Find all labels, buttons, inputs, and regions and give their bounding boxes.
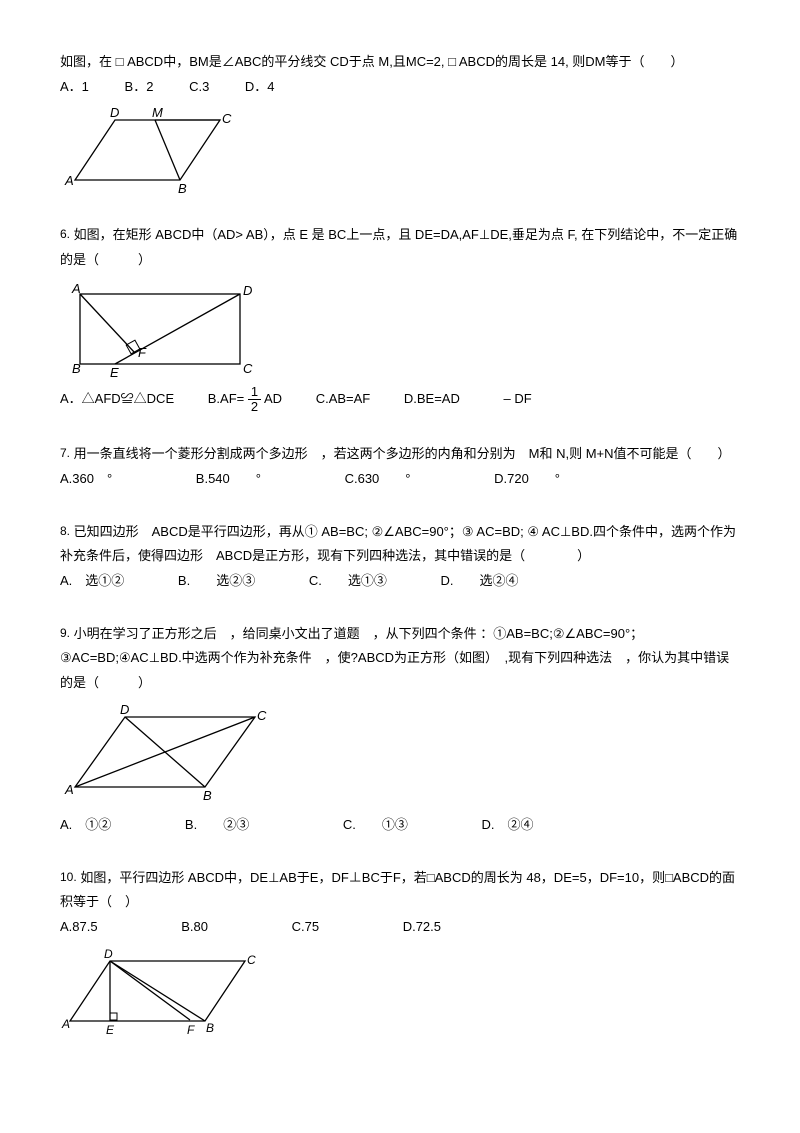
q7-options: A.360 ° B.540 ° C.630 ° D.720 ° — [60, 467, 740, 492]
fraction-half: 1 2 — [248, 385, 261, 415]
svg-text:M: M — [152, 105, 163, 120]
svg-text:A: A — [64, 173, 74, 188]
q9-figure: D C A B — [60, 702, 270, 807]
svg-text:D: D — [104, 947, 113, 961]
svg-text:E: E — [106, 1023, 115, 1037]
q6-optD: D.BE=AD — [404, 387, 460, 412]
question-9: 9. 小明在学习了正方形之后 ，给同桌小文出了道题 ，从下列四个条件 ：①AB=… — [60, 622, 740, 838]
q10-optD: D.72.5 — [403, 915, 441, 940]
question-7: 7. 用一条直线将一个菱形分割成两个多边形 ，若这两个多边形的内角和分别为 M和… — [60, 442, 740, 491]
svg-text:B: B — [206, 1021, 214, 1035]
q5-figure: D M C A B — [60, 105, 240, 195]
svg-text:C: C — [257, 708, 267, 723]
q10-optC: C.75 — [292, 915, 319, 940]
svg-text:A: A — [61, 1017, 70, 1031]
svg-text:C: C — [247, 953, 256, 967]
svg-text:D: D — [120, 702, 129, 717]
svg-text:B: B — [178, 181, 187, 195]
question-6: 6. 如图，在矩形 ABCD中（AD> AB），点 E 是 BC上一点，且 DE… — [60, 223, 740, 414]
q9-text: 9. 小明在学习了正方形之后 ，给同桌小文出了道题 ，从下列四个条件 ：①AB=… — [60, 622, 740, 696]
q5-options: A．1 B．2 C.3 D．4 — [60, 75, 740, 100]
question-8: 8. 已知四边形 ABCD是平行四边形，再从① AB=BC; ②∠ABC=90°… — [60, 520, 740, 594]
q7-body: 用一条直线将一个菱形分割成两个多边形 ，若这两个多边形的内角和分别为 M和 N,… — [74, 446, 731, 461]
q5-text: 如图，在 □ ABCD中，BM是∠ABC的平分线交 CD于点 M,且MC=2, … — [60, 50, 740, 75]
q8-options: A. 选①② B. 选②③ C. 选①③ D. 选②④ — [60, 569, 740, 594]
svg-text:C: C — [243, 361, 253, 376]
q10-optA: A.87.5 — [60, 915, 98, 940]
svg-text:F: F — [187, 1023, 195, 1037]
svg-text:C: C — [222, 111, 232, 126]
q6-options: A．△AFD≌△DCE B.AF= 1 2 AD C.AB=AF D.BE=AD… — [60, 385, 740, 415]
q7-optB: B.540 ° — [196, 467, 261, 492]
q7-num: 7. — [60, 446, 70, 460]
svg-text:D: D — [110, 105, 119, 120]
q10-optB: B.80 — [181, 915, 208, 940]
q5-optA: A．1 — [60, 75, 89, 100]
q9-optD: D. ②④ — [481, 813, 533, 838]
q8-optA: A. 选①② — [60, 569, 124, 594]
q9-optA: A. ①② — [60, 813, 111, 838]
question-5: 如图，在 □ ABCD中，BM是∠ABC的平分线交 CD于点 M,且MC=2, … — [60, 50, 740, 195]
q9-body: 小明在学习了正方形之后 ，给同桌小文出了道题 ，从下列四个条件 ：①AB=BC;… — [60, 626, 729, 690]
q6-optC: C.AB=AF — [316, 387, 371, 412]
q6-optA: A．△AFD≌△DCE — [60, 387, 174, 412]
svg-text:A: A — [71, 281, 81, 296]
q6-text: 6. 如图，在矩形 ABCD中（AD> AB），点 E 是 BC上一点，且 DE… — [60, 223, 740, 272]
q7-optD: D.720 ° — [494, 467, 560, 492]
q8-num: 8. — [60, 524, 70, 538]
q10-body: 如图，平行四边形 ABCD中，DE⊥AB于E，DF⊥BC于F，若□ABCD的周长… — [60, 870, 735, 910]
q8-optB: B. 选②③ — [178, 569, 255, 594]
question-10: 10. 如图，平行四边形 ABCD中，DE⊥AB于E，DF⊥BC于F，若□ABC… — [60, 866, 740, 1041]
q10-options: A.87.5 B.80 C.75 D.72.5 — [60, 915, 740, 940]
svg-text:B: B — [203, 788, 212, 803]
q9-optC: C. ①③ — [343, 813, 408, 838]
q6-optD-ext: – DF — [504, 387, 532, 412]
q10-figure: D C A E F B — [60, 946, 260, 1041]
q8-optC: C. 选①③ — [309, 569, 387, 594]
svg-text:B: B — [72, 361, 81, 376]
q7-optA: A.360 ° — [60, 467, 112, 492]
q8-body: 已知四边形 ABCD是平行四边形，再从① AB=BC; ②∠ABC=90°；③ … — [60, 524, 736, 564]
svg-text:D: D — [243, 283, 252, 298]
q5-optB: B．2 — [125, 75, 154, 100]
q5-optD: D．4 — [245, 75, 275, 100]
q6-body: 如图，在矩形 ABCD中（AD> AB），点 E 是 BC上一点，且 DE=DA… — [60, 227, 737, 267]
q7-text: 7. 用一条直线将一个菱形分割成两个多边形 ，若这两个多边形的内角和分别为 M和… — [60, 442, 740, 467]
q8-optD: D. 选②④ — [440, 569, 518, 594]
svg-text:A: A — [64, 782, 74, 797]
svg-text:F: F — [138, 345, 147, 360]
q9-options: A. ①② B. ②③ C. ①③ D. ②④ — [60, 813, 740, 838]
q10-num: 10. — [60, 870, 77, 884]
q8-text: 8. 已知四边形 ABCD是平行四边形，再从① AB=BC; ②∠ABC=90°… — [60, 520, 740, 569]
q7-optC: C.630 ° — [345, 467, 411, 492]
q9-num: 9. — [60, 626, 70, 640]
svg-text:E: E — [110, 365, 119, 379]
q6-optB: B.AF= 1 2 AD — [208, 385, 282, 415]
q5-optC: C.3 — [189, 75, 209, 100]
q10-text: 10. 如图，平行四边形 ABCD中，DE⊥AB于E，DF⊥BC于F，若□ABC… — [60, 866, 740, 915]
q6-figure: A D B C E F — [60, 279, 260, 379]
q9-optB: B. ②③ — [185, 813, 249, 838]
q6-num: 6. — [60, 227, 70, 241]
